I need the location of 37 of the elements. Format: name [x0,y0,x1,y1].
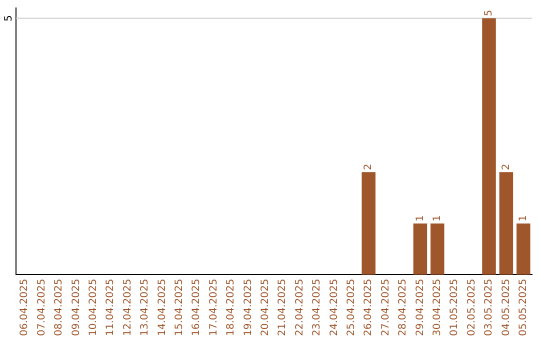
x-tick-label: 01.05.2025 [449,278,460,336]
x-tick-label: 11.04.2025 [105,278,116,336]
x-tick-label: 30.04.2025 [432,278,443,336]
x-tick-label: 19.04.2025 [242,278,254,336]
data-label: 1 [432,215,443,222]
x-tick-label: 14.04.2025 [156,278,168,336]
x-tick-label: 24.04.2025 [328,278,340,336]
x-tick-label: 17.04.2025 [208,278,220,336]
x-tick-label: 03.05.2025 [484,278,495,336]
x-tick-label: 25.04.2025 [346,278,357,336]
data-label: 2 [363,164,374,170]
x-tick-label: 13.04.2025 [140,278,151,336]
x-tick-label: 06.04.2025 [19,278,30,336]
x-tick-label: 27.04.2025 [380,278,392,336]
x-tick-label: 28.04.2025 [398,278,409,336]
data-label: 1 [414,215,426,222]
x-tick-label: 26.04.2025 [363,278,374,336]
x-tick-label: 07.04.2025 [36,278,48,336]
x-tick-label: 20.04.2025 [260,278,271,336]
x-tick-label: 29.04.2025 [414,278,426,336]
data-label: 2 [500,164,512,170]
ref-line-label: 5 [4,15,15,22]
x-tick-label: 04.05.2025 [500,278,512,336]
x-tick-label: 10.04.2025 [88,278,99,336]
data-label: 5 [484,10,495,16]
x-tick-label: 23.04.2025 [312,278,323,336]
x-tick-label: 09.04.2025 [70,278,82,336]
data-label: 1 [518,215,529,222]
x-tick-label: 05.05.2025 [518,278,529,336]
x-tick-label: 08.04.2025 [54,278,65,336]
x-tick-label: 18.04.2025 [226,278,237,336]
x-tick-label: 21.04.2025 [277,278,288,336]
x-tick-label: 16.04.2025 [191,278,202,336]
x-tick-label: 15.04.2025 [174,278,185,336]
x-tick-label: 02.05.2025 [466,278,478,336]
x-tick-label: 22.04.2025 [294,278,306,336]
x-tick-label: 12.04.2025 [122,278,134,336]
